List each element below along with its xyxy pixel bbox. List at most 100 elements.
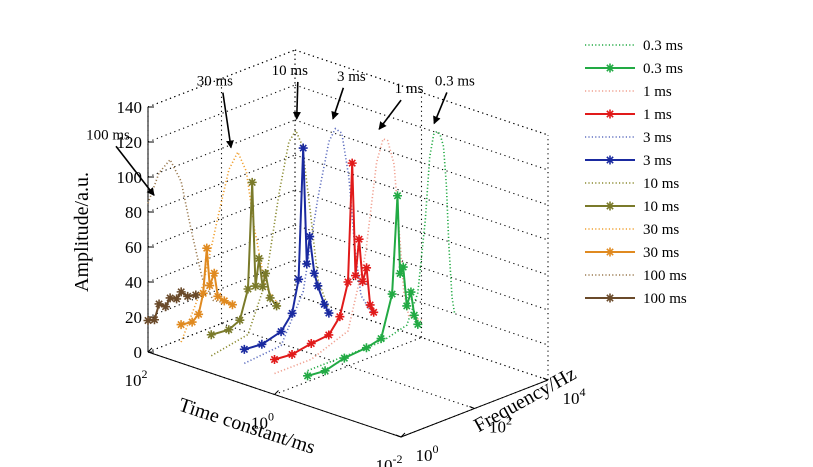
- grid-line: [147, 84, 296, 143]
- z-tick-label: 20: [125, 308, 142, 327]
- series-star-point: [154, 299, 164, 309]
- series-star-point: [239, 344, 249, 354]
- legend-star-marker: [605, 293, 615, 303]
- legend-star-marker: [605, 201, 615, 211]
- series-star-point: [343, 277, 353, 287]
- series-star-point: [213, 291, 223, 301]
- series-star-point: [276, 327, 286, 337]
- z-axis-label: Amplitude/a.u.: [71, 172, 93, 292]
- series-star-point: [362, 263, 372, 273]
- series-star-point: [298, 143, 308, 153]
- series-star-point: [270, 355, 279, 364]
- legend-item: 10 ms: [585, 176, 679, 192]
- series-star-point: [247, 177, 257, 187]
- series-star-point: [272, 301, 282, 311]
- series-star-point: [324, 330, 334, 340]
- series-star-point: [393, 191, 403, 201]
- series-star-point: [261, 268, 271, 278]
- legend-item: 1 ms: [585, 84, 672, 100]
- legend-item: 3 ms: [585, 130, 672, 146]
- series-star-point: [305, 232, 315, 242]
- legend-label: 0.3 ms: [643, 38, 683, 54]
- legend-star-marker: [605, 63, 615, 73]
- y-tick-mark: [395, 434, 402, 438]
- annotation-arrow: [222, 92, 234, 149]
- x-tick-label: 102: [125, 367, 148, 390]
- series-star-point: [294, 274, 304, 284]
- legend-star-marker: [605, 155, 615, 165]
- x-tick-label: 10-2: [376, 452, 403, 467]
- series-star-point: [376, 334, 386, 344]
- series-star-point: [176, 287, 186, 297]
- annotation-label: 30 ms: [197, 74, 233, 90]
- series-line-dotted: [147, 158, 229, 305]
- series-star-point: [303, 371, 313, 381]
- series-star-point: [194, 309, 204, 319]
- series-star-point: [287, 349, 297, 359]
- annotation-arrow: [331, 87, 345, 120]
- series-star-point: [351, 271, 361, 281]
- series-star-point: [172, 294, 182, 304]
- series-star-point: [413, 319, 423, 329]
- z-tick-label: 0: [134, 343, 143, 362]
- series-star-point: [258, 282, 268, 292]
- annotation-label: 3 ms: [337, 69, 366, 85]
- y-tick-label: 100: [416, 442, 439, 465]
- legend-item: 30 ms: [585, 222, 679, 238]
- series-star-point: [313, 281, 323, 291]
- legend-item: 100 ms: [585, 268, 687, 284]
- z-tick-label: 120: [117, 133, 143, 152]
- series-star-point: [143, 316, 153, 325]
- annotation-label: 1 ms: [395, 81, 424, 97]
- series-star-point: [402, 301, 412, 311]
- series-star-point: [361, 343, 371, 353]
- x-axis-label: Time constant/ms: [176, 394, 318, 459]
- series-group: [143, 127, 456, 381]
- series-star-point: [202, 243, 212, 253]
- annotation-arrow: [115, 145, 155, 197]
- y-tick-label: 104: [563, 385, 586, 408]
- legend-item: 100 ms: [585, 291, 687, 307]
- legend: 0.3 ms 0.3 ms 1 ms 1 ms 3 ms 3 ms 10 ms 10 ms 30…: [585, 38, 687, 307]
- x-tick-mark: [274, 390, 279, 395]
- legend-label: 100 ms: [643, 291, 687, 307]
- annotation-label: 0.3 ms: [435, 73, 475, 89]
- z-tick-label: 100: [117, 168, 143, 187]
- legend-label: 10 ms: [643, 176, 679, 192]
- y-tick-mark: [542, 377, 549, 381]
- grid-line: [274, 336, 422, 396]
- series-star-point: [198, 288, 208, 298]
- x-tick-mark: [147, 347, 153, 353]
- x-tick-label: 100: [251, 410, 274, 433]
- legend-item: 0.3 ms: [585, 38, 683, 54]
- series-star-point: [309, 268, 319, 278]
- legend-label: 0.3 ms: [643, 61, 683, 77]
- series-star-point: [398, 262, 408, 272]
- legend-label: 30 ms: [643, 245, 679, 261]
- grid-line: [221, 322, 475, 410]
- legend-item: 10 ms: [585, 199, 679, 215]
- legend-star-marker: [605, 247, 615, 257]
- series-star-point: [395, 268, 405, 278]
- series-star-point: [319, 299, 329, 309]
- series-star-point: [347, 158, 357, 168]
- series-star-point: [302, 259, 312, 269]
- series-star-point: [227, 300, 237, 310]
- z-tick-label: 60: [125, 238, 142, 257]
- annotation-group: 100 ms 30 ms 10 ms 3 ms 1 ms 0.3 ms: [86, 63, 475, 197]
- annotation-arrow: [292, 81, 301, 120]
- series-star-point: [149, 315, 159, 325]
- series-star-point: [191, 290, 201, 300]
- series-star-point: [235, 315, 245, 325]
- legend-label: 1 ms: [643, 107, 672, 123]
- series-star-point: [387, 289, 397, 299]
- series-star-point: [205, 281, 215, 291]
- series-star-point: [265, 293, 275, 303]
- series-star-point: [409, 310, 419, 320]
- series-star-point: [206, 330, 216, 340]
- axes-frame: 0 20 40 60 80 100 120 140 102 100 10-2 100 102 104 Amp…: [71, 49, 586, 467]
- series-star-point: [187, 317, 197, 327]
- annotation-label: 10 ms: [272, 63, 308, 79]
- legend-label: 3 ms: [643, 153, 672, 169]
